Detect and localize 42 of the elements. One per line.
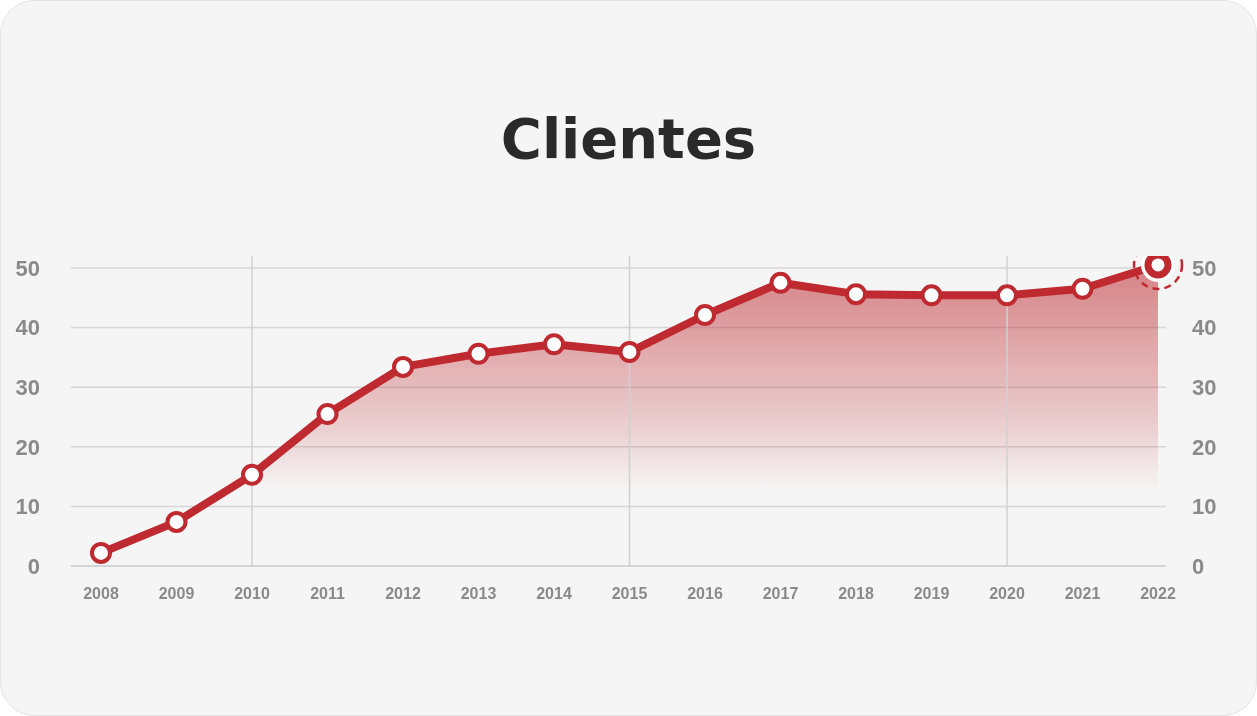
x-tick-label: 2016 [687,585,723,603]
y-tick-label: 20 [15,434,40,460]
x-tick-label: 2014 [536,585,572,603]
x-tick-label: 2022 [1140,585,1176,603]
y2-tick-label: 30 [1192,374,1217,400]
point [316,402,339,425]
point [694,304,716,327]
x-tick-label: 2008 [83,585,119,603]
y2-tick-label: 40 [1192,315,1217,341]
point [1071,277,1094,300]
x-tick-label: 2017 [762,585,799,603]
y-tick-label: 30 [15,374,40,400]
point [845,283,867,306]
y-tick-label: 40 [15,315,40,341]
x-tick-label: 2018 [838,585,874,603]
point [920,284,943,307]
x-tick-label: 2012 [385,585,421,603]
y2-tick-label: 50 [1192,255,1217,281]
chart-title: Clientes [499,106,758,171]
point [996,284,1018,307]
point [90,541,112,564]
y-tick-label: 0 [27,553,40,579]
x-tick-label: 2011 [310,585,345,603]
x-tick-label: 2009 [158,585,195,603]
x-tick-label: 2021 [1064,585,1101,603]
point [165,510,188,533]
point [769,271,792,294]
x-tick-label: 2015 [611,585,648,603]
x-tick-label: 2013 [460,585,497,603]
point [543,333,565,356]
x-tick-label: 2020 [989,585,1025,603]
y2-tick-label: 0 [1192,553,1205,579]
y2-tick-label: 10 [1192,494,1217,520]
point [467,342,490,365]
x-tick-label: 2010 [234,585,270,603]
x-tick-label: 2019 [913,585,950,603]
y-tick-label: 10 [15,494,40,520]
y2-tick-label: 20 [1192,434,1217,460]
point [392,355,414,378]
point [618,340,641,363]
y-tick-label: 50 [15,255,40,281]
point [241,463,263,486]
